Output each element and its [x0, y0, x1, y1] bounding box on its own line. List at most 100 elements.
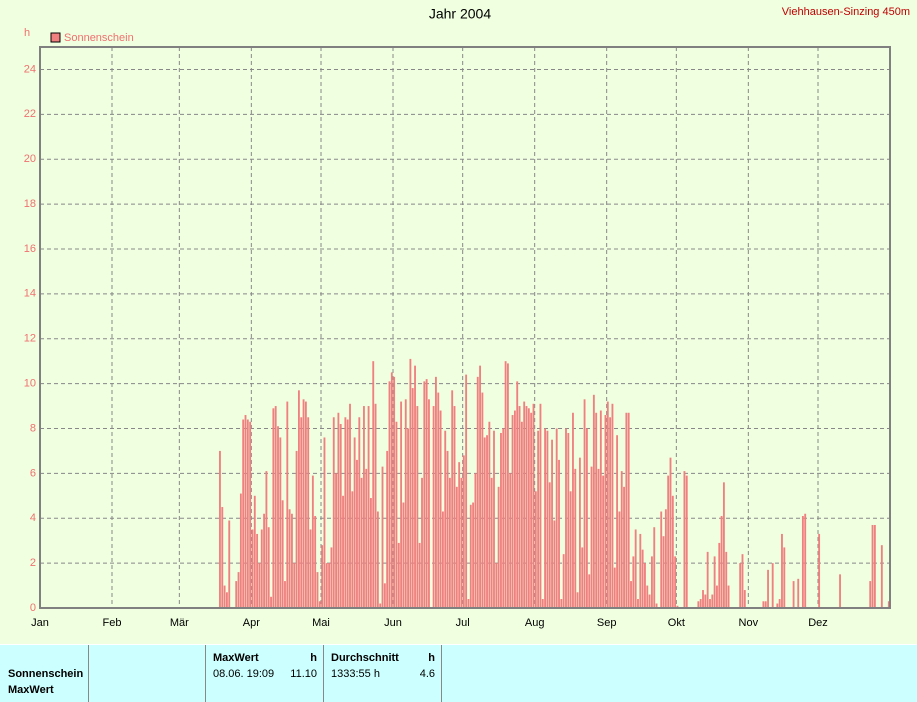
bar — [516, 381, 519, 608]
bar — [284, 581, 286, 608]
bar — [309, 529, 312, 608]
bar — [435, 376, 437, 608]
bar — [764, 601, 767, 608]
y-tick-label: 12 — [24, 333, 36, 345]
bar — [558, 459, 560, 608]
bar — [669, 457, 672, 608]
bar — [623, 486, 625, 608]
bar — [534, 491, 537, 608]
bar — [425, 379, 428, 608]
max-date: 08.06. 19:09 — [213, 668, 275, 680]
bar — [279, 437, 282, 608]
y-tick-label: 2 — [30, 557, 36, 569]
bar — [330, 547, 333, 608]
avg-total: 1333:55 h — [331, 668, 380, 680]
bar — [720, 515, 723, 608]
bar — [256, 533, 259, 608]
bar — [246, 419, 249, 608]
bar — [801, 515, 804, 608]
bar — [237, 572, 240, 608]
bar — [486, 435, 488, 608]
bar — [490, 477, 493, 608]
x-tick-label: Nov — [739, 617, 759, 629]
y-axis-label: h — [24, 27, 30, 39]
y-tick-label: 10 — [24, 378, 36, 390]
bar — [404, 399, 407, 608]
bar — [602, 475, 605, 608]
bar — [409, 358, 412, 608]
bar — [414, 365, 416, 608]
bar — [520, 421, 523, 608]
bar — [792, 581, 795, 608]
bar — [272, 408, 275, 608]
y-tick-label: 8 — [30, 422, 36, 434]
bar — [660, 511, 663, 608]
row-label: Sonnenschein — [8, 668, 84, 680]
bar — [565, 428, 567, 608]
bar — [544, 428, 547, 608]
bar — [741, 554, 744, 608]
bar — [722, 482, 725, 608]
bar — [360, 477, 363, 608]
bar — [369, 498, 372, 608]
bar — [411, 388, 414, 608]
bar — [265, 471, 268, 608]
bar — [460, 477, 463, 608]
bar — [421, 477, 423, 608]
bar — [388, 381, 391, 608]
bar — [249, 421, 252, 608]
bar — [620, 471, 623, 608]
x-tick-label: Jun — [384, 617, 402, 629]
bar — [702, 590, 704, 608]
bar — [488, 421, 491, 608]
bar — [676, 605, 679, 608]
bar — [235, 581, 238, 608]
bar — [439, 410, 442, 608]
bar — [225, 592, 228, 608]
stats-cell — [89, 645, 206, 702]
bar — [397, 542, 400, 608]
bar — [509, 473, 512, 608]
bar — [511, 415, 514, 608]
stats-cell: Sonnenschein MaxWert — [0, 645, 89, 702]
bar — [455, 486, 458, 608]
bar — [444, 430, 447, 608]
bar — [314, 515, 317, 608]
bar — [346, 419, 349, 608]
bar — [476, 376, 479, 608]
bar — [495, 563, 498, 608]
bar — [418, 542, 421, 608]
bar — [381, 466, 384, 608]
bar — [871, 524, 874, 608]
bar — [783, 547, 786, 608]
bar — [270, 596, 272, 608]
legend-swatch — [50, 32, 61, 43]
bar — [595, 412, 598, 608]
y-tick-label: 14 — [24, 288, 36, 300]
bar — [674, 556, 677, 608]
bar — [548, 482, 551, 608]
avg-value: 4.6 — [419, 668, 435, 680]
plot-frame — [39, 46, 891, 609]
bar — [578, 457, 581, 608]
bar — [567, 432, 570, 608]
bar — [332, 417, 335, 608]
bar — [704, 594, 707, 608]
bar — [762, 601, 765, 608]
bar — [274, 406, 277, 608]
bar — [530, 412, 533, 608]
bar — [267, 527, 270, 608]
bar — [479, 365, 481, 608]
x-tick-label: Aug — [525, 617, 545, 629]
bar — [709, 599, 711, 608]
bar — [625, 412, 628, 608]
bar — [448, 477, 451, 608]
bar — [541, 599, 544, 608]
bar — [318, 601, 321, 608]
bar — [630, 581, 632, 608]
bar — [393, 376, 396, 608]
y-tick-label: 6 — [30, 467, 36, 479]
bar — [307, 417, 310, 608]
bar — [641, 549, 644, 608]
